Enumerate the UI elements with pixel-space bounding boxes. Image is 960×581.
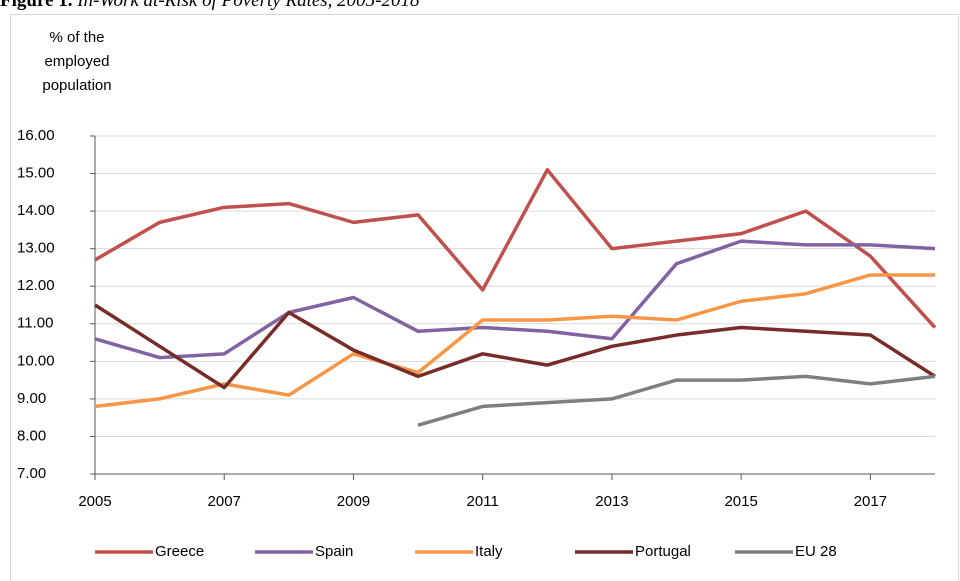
y-tick-label: 8.00 — [17, 427, 46, 444]
x-tick-label: 2005 — [78, 493, 111, 510]
y-tick-label: 16.00 — [17, 127, 55, 144]
y-tick-label: 15.00 — [17, 165, 55, 182]
y-axis-label: % of the employed population — [42, 29, 112, 94]
series-line — [94, 239, 936, 360]
y-tick-label: 14.00 — [17, 202, 55, 219]
series-line — [94, 273, 935, 409]
legend-label: Spain — [315, 543, 353, 560]
y-tick-label: 13.00 — [17, 240, 55, 257]
y-tick-label: 7.00 — [17, 465, 46, 482]
series-line — [94, 168, 937, 329]
title-label: Figure 1. — [0, 0, 72, 11]
y-tick-label: 12.00 — [17, 277, 55, 294]
series-line — [417, 374, 936, 427]
chart-title: Figure 1. In-Work at-Risk of Poverty Rat… — [0, 0, 420, 11]
x-tick-label: 2011 — [467, 493, 499, 510]
x-tick-label: 2007 — [208, 493, 241, 510]
x-tick-label: 2017 — [854, 493, 887, 510]
legend-label: Greece — [155, 543, 204, 560]
legend-label: EU 28 — [795, 543, 837, 560]
x-tick-label: 2013 — [595, 493, 628, 510]
x-tick-label: 2009 — [337, 493, 370, 510]
y-tick-label: 11.00 — [17, 315, 53, 332]
legend-label: Portugal — [635, 543, 691, 560]
y-tick-label: 10.00 — [17, 352, 55, 369]
x-tick-label: 2015 — [724, 493, 757, 510]
series-line — [94, 303, 936, 390]
chart-frame — [10, 14, 959, 581]
legend-label: Italy — [475, 543, 503, 560]
y-tick-label: 9.00 — [17, 390, 46, 407]
title-text: In-Work at-Risk of Poverty Rates, 2005-2… — [76, 0, 420, 11]
